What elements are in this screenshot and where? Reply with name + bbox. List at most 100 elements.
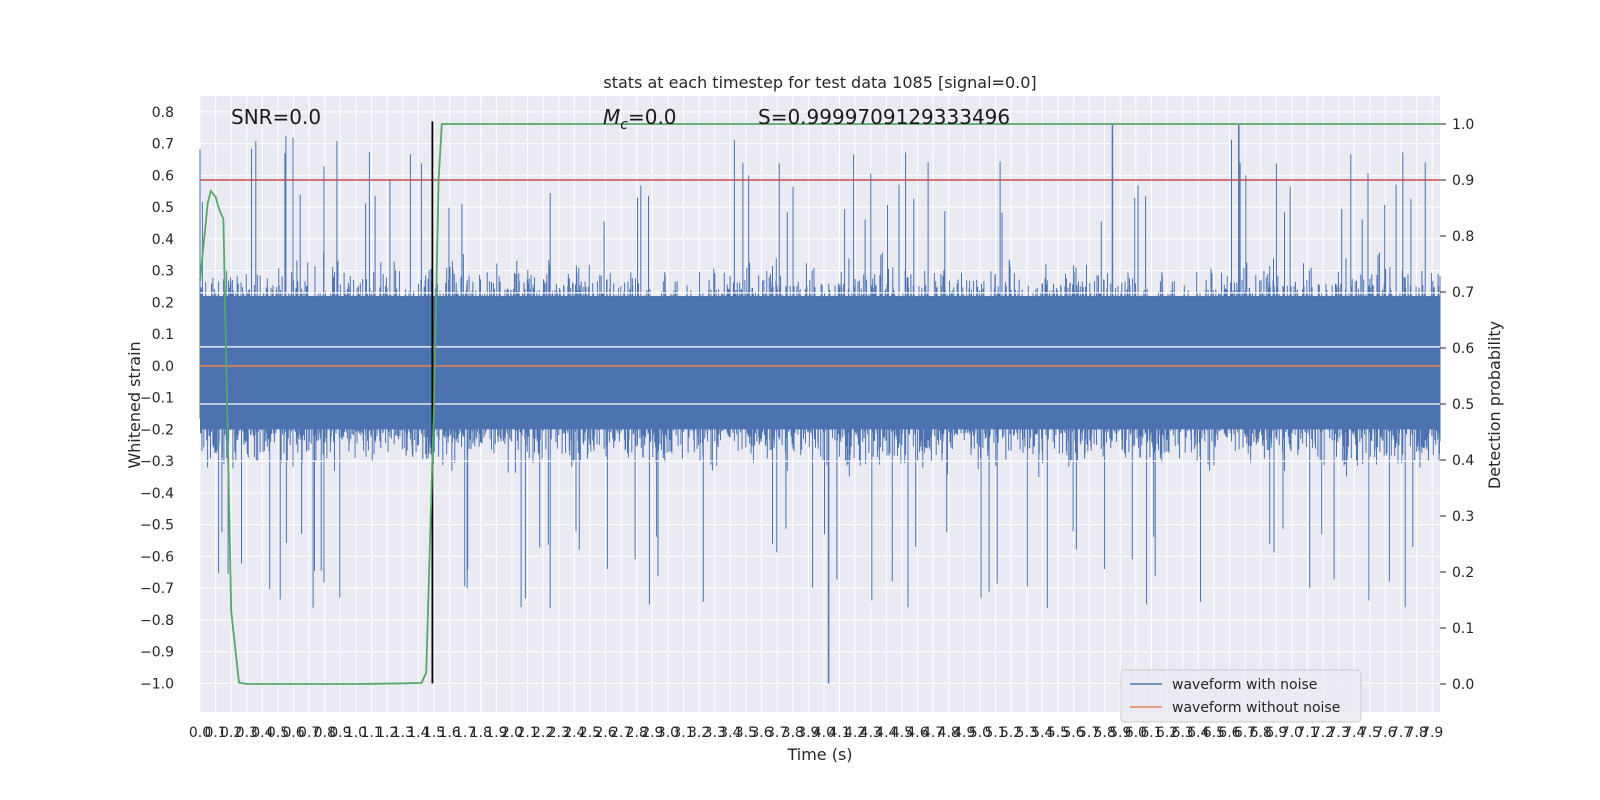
x-tick-label: 2.0 (501, 725, 523, 741)
x-tick-label: 1.9 (485, 725, 507, 741)
x-tick-label: 1.7 (454, 725, 476, 741)
x-tick-label: 5.9 (1109, 725, 1131, 741)
y-tick-label: 0.7 (152, 137, 174, 153)
y2-tick-label: 0.7 (1452, 285, 1474, 301)
y2-tick-label: 0.0 (1452, 677, 1474, 693)
y-tick-label: −1.0 (140, 676, 174, 692)
x-tick-label: 1.1 (360, 725, 382, 741)
x-tick-label: 4.7 (922, 725, 944, 741)
x-tick-label: 7.6 (1374, 725, 1396, 741)
y-tick-label: 0.4 (152, 232, 174, 248)
y-tick-label: −0.7 (140, 581, 174, 597)
y-tick-label: 0.1 (152, 327, 174, 343)
y2-tick-label: 0.6 (1452, 341, 1474, 357)
y2-tick-label: 0.1 (1452, 621, 1474, 637)
y-axis-label: Whitened strain (125, 341, 144, 468)
x-tick-label: 3.1 (672, 725, 694, 741)
x-tick-label: 6.8 (1249, 725, 1271, 741)
x-tick-label: 1.4 (407, 725, 429, 741)
legend: waveform with noise waveform without noi… (1120, 669, 1362, 723)
x-tick-label: 3.2 (688, 725, 710, 741)
x-tick-label: 3.5 (735, 725, 757, 741)
x-tick-label: 7.0 (1281, 725, 1303, 741)
y-tick-label: −0.9 (140, 645, 174, 661)
legend-label-clean: waveform without noise (1172, 700, 1340, 716)
y-tick-label: −0.3 (140, 454, 174, 470)
x-tick-label: 3.7 (766, 725, 788, 741)
x-tick-label: 0.6 (282, 725, 304, 741)
x-tick-label: 1.2 (376, 725, 398, 741)
mc-symbol: M (603, 105, 620, 129)
x-tick-label: 6.5 (1203, 725, 1225, 741)
x-tick-label: 2.1 (516, 725, 538, 741)
x-tick-label: 6.1 (1140, 725, 1162, 741)
x-tick-label: 7.8 (1405, 725, 1427, 741)
x-tick-label: 5.2 (1000, 725, 1022, 741)
x-tick-label: 4.9 (953, 725, 975, 741)
x-tick-label: 0.9 (329, 725, 351, 741)
x-tick-label: 4.2 (844, 725, 866, 741)
x-tick-label: 7.9 (1421, 725, 1443, 741)
y-tick-label: 0.6 (152, 168, 174, 184)
x-tick-label: 3.4 (719, 725, 741, 741)
x-tick-label: 5.5 (1047, 725, 1069, 741)
y2-tick-label: 0.2 (1452, 565, 1474, 581)
x-tick-label: 3.9 (797, 725, 819, 741)
x-tick-label: 0.0 (189, 725, 211, 741)
x-tick-label: 6.7 (1234, 725, 1256, 741)
x-tick-label: 4.4 (875, 725, 897, 741)
x-tick-label: 1.8 (470, 725, 492, 741)
x-tick-label: 0.2 (220, 725, 242, 741)
y2-tick-label: 0.3 (1452, 509, 1474, 525)
x-tick-label: 2.8 (626, 725, 648, 741)
x-tick-label: 2.7 (610, 725, 632, 741)
x-tick-label: 6.3 (1172, 725, 1194, 741)
y2-tick-label: 0.4 (1452, 453, 1474, 469)
legend-box (1120, 669, 1362, 723)
y-tick-label: −0.4 (140, 486, 174, 502)
y-tick-label: 0.2 (152, 295, 174, 311)
x-tick-label: 4.8 (938, 725, 960, 741)
chart-title: stats at each timestep for test data 108… (603, 73, 1036, 92)
x-tick-label: 4.1 (828, 725, 850, 741)
y-tick-label: 0.8 (152, 105, 174, 121)
x-axis-label: Time (s) (786, 745, 852, 764)
detection-probability-line (199, 123, 1440, 685)
x-tick-label: 0.5 (267, 725, 289, 741)
y-tick-label: −0.8 (140, 613, 174, 629)
x-tick-label: 7.2 (1312, 725, 1334, 741)
x-tick-label: 6.4 (1187, 725, 1209, 741)
mc-subscript: c (620, 117, 628, 133)
x-tick-label: 1.5 (423, 725, 445, 741)
y-tick-label: −0.6 (140, 549, 174, 565)
x-tick-label: 2.2 (532, 725, 554, 741)
series-waveform-with-noise (199, 124, 1441, 684)
x-tick-label: 3.6 (750, 725, 772, 741)
x-tick-label: 4.6 (906, 725, 928, 741)
x-tick-label: 2.6 (594, 725, 616, 741)
series-lines (199, 121, 1440, 685)
x-tick-label: 5.0 (969, 725, 991, 741)
x-tick-label: 4.5 (891, 725, 913, 741)
y-tick-label: −0.1 (140, 391, 174, 407)
y2-tick-label: 0.9 (1452, 173, 1474, 189)
y2-tick-label: 0.8 (1452, 229, 1474, 245)
tick-labels: 0.00.10.20.30.40.50.60.70.80.91.01.11.21… (140, 105, 1474, 741)
x-tick-label: 1.3 (392, 725, 414, 741)
x-tick-label: 1.0 (345, 725, 367, 741)
y2-axis-label: Detection probability (1485, 321, 1504, 489)
x-tick-label: 3.8 (782, 725, 804, 741)
legend-label-noise: waveform with noise (1172, 677, 1317, 693)
x-tick-label: 6.0 (1125, 725, 1147, 741)
y-tick-label: −0.2 (140, 422, 174, 438)
y-tick-label: 0.0 (152, 359, 174, 375)
y-tick-label: 0.5 (152, 200, 174, 216)
mc-value: =0.0 (628, 105, 677, 129)
y-tick-label: 0.3 (152, 264, 174, 280)
x-tick-label: 6.2 (1156, 725, 1178, 741)
x-tick-label: 5.7 (1078, 725, 1100, 741)
x-tick-label: 5.4 (1031, 725, 1053, 741)
x-tick-label: 2.5 (579, 725, 601, 741)
x-tick-label: 5.1 (984, 725, 1006, 741)
